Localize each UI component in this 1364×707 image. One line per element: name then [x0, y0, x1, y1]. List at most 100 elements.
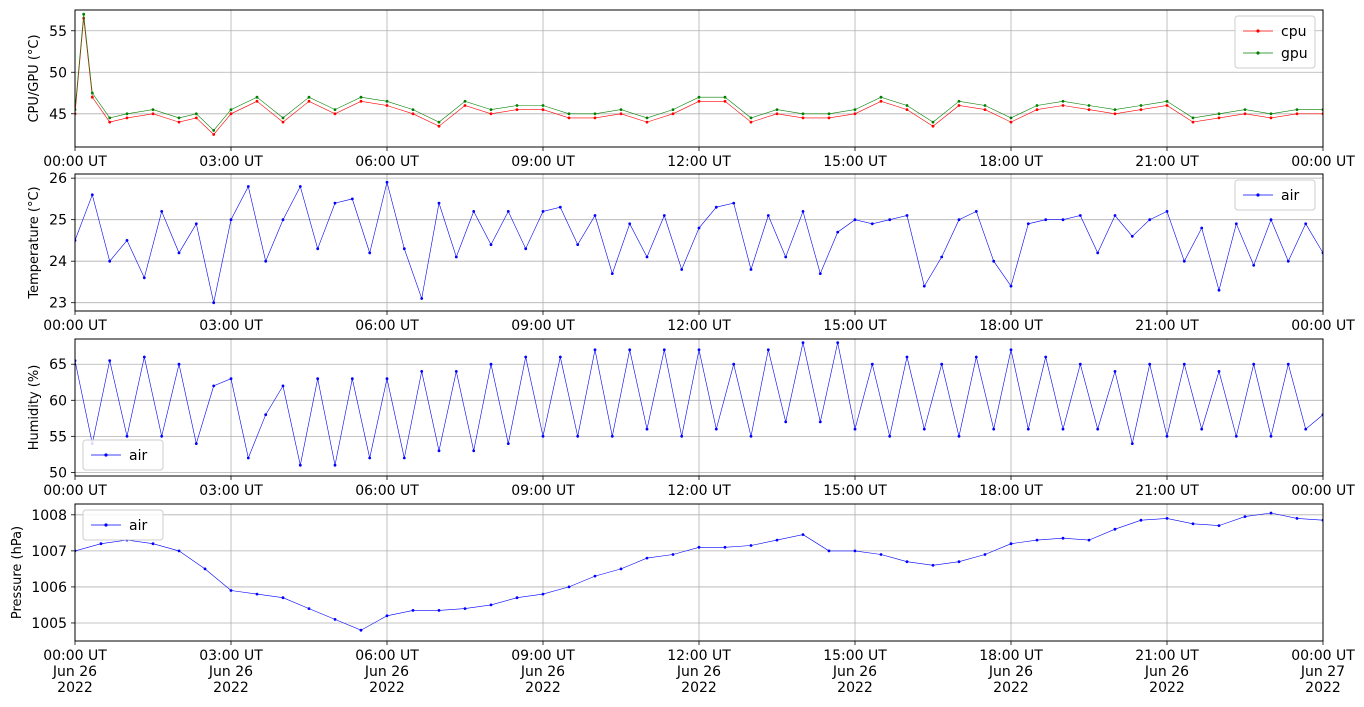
- x-tick-date: Jun 26: [1144, 664, 1189, 680]
- data-point: [151, 108, 155, 111]
- data-point: [359, 628, 363, 632]
- data-point: [827, 116, 831, 120]
- data-point: [1286, 362, 1290, 366]
- data-point: [1061, 218, 1065, 222]
- data-point: [888, 434, 892, 438]
- data-point: [558, 205, 562, 209]
- data-point: [177, 120, 181, 124]
- data-point: [541, 592, 545, 596]
- data-point: [1165, 104, 1169, 107]
- data-point: [645, 116, 649, 120]
- data-point: [1182, 259, 1186, 263]
- data-point: [1252, 362, 1256, 366]
- y-tick-label: 50: [49, 465, 67, 481]
- data-point: [1234, 434, 1238, 438]
- data-point: [974, 355, 978, 359]
- data-point: [489, 112, 493, 116]
- data-point: [983, 553, 987, 556]
- data-point: [1035, 538, 1039, 542]
- data-point: [697, 348, 701, 352]
- data-point: [1200, 226, 1204, 230]
- x-tick-date: Jun 27: [1300, 664, 1345, 680]
- data-point: [307, 607, 311, 610]
- x-tick-label: 18:00 UT: [979, 318, 1043, 334]
- x-tick-year: 2022: [213, 680, 249, 696]
- data-point: [723, 99, 727, 103]
- x-tick-label: 09:00 UT: [511, 483, 575, 499]
- data-point: [212, 133, 216, 136]
- data-point: [463, 104, 467, 107]
- x-tick-label: 00:00 UT: [43, 483, 107, 499]
- data-point: [671, 112, 675, 116]
- data-point: [870, 362, 874, 366]
- data-point: [567, 112, 571, 116]
- data-point: [108, 116, 112, 120]
- data-point: [316, 247, 320, 251]
- x-tick-label: 09:00 UT: [511, 318, 575, 334]
- data-point: [593, 116, 597, 120]
- data-point: [515, 596, 519, 600]
- data-point: [1113, 108, 1117, 111]
- data-point: [1200, 427, 1204, 431]
- data-point: [298, 185, 302, 188]
- x-tick-label: 00:00 UT: [43, 154, 107, 170]
- data-point: [992, 259, 996, 263]
- data-point: [749, 116, 753, 120]
- data-point: [645, 255, 649, 259]
- x-tick-label: 12:00 UT: [667, 648, 731, 664]
- data-point: [1269, 218, 1273, 222]
- y-axis-label: Temperature (°C): [27, 186, 42, 299]
- y-tick-label: 60: [49, 393, 67, 409]
- data-point: [593, 112, 597, 116]
- y-tick-label: 24: [49, 254, 67, 270]
- data-point: [680, 268, 684, 271]
- legend-marker: [104, 523, 108, 527]
- x-tick-year: 2022: [993, 680, 1029, 696]
- data-point: [1078, 362, 1082, 366]
- data-point: [922, 284, 926, 288]
- x-tick-label: 09:00 UT: [511, 648, 575, 664]
- data-point: [194, 222, 198, 226]
- x-tick-date: Jun 26: [208, 664, 253, 680]
- x-tick-date: Jun 26: [520, 664, 565, 680]
- legend-label: cpu: [1281, 24, 1306, 40]
- data-point: [732, 201, 736, 205]
- data-point: [524, 355, 528, 359]
- data-point: [645, 120, 649, 124]
- data-point: [801, 116, 805, 120]
- data-point: [697, 226, 701, 230]
- y-tick-label: 1008: [31, 508, 67, 524]
- legend-label: air: [129, 518, 147, 534]
- data-point: [801, 533, 805, 536]
- legend: air: [1234, 179, 1316, 211]
- data-point: [437, 124, 441, 128]
- x-tick-label: 12:00 UT: [667, 154, 731, 170]
- data-point: [333, 112, 337, 116]
- data-point: [905, 108, 909, 111]
- data-point: [645, 556, 649, 560]
- y-tick-label: 23: [49, 296, 67, 312]
- data-point: [489, 362, 493, 366]
- x-tick-year: 2022: [1305, 680, 1341, 696]
- x-tick-label: 12:00 UT: [667, 318, 731, 334]
- data-point: [853, 112, 857, 116]
- data-point: [151, 542, 155, 546]
- data-point: [749, 120, 753, 124]
- legend-frame: [1234, 15, 1316, 69]
- data-point: [853, 427, 857, 431]
- data-point: [593, 574, 597, 578]
- data-point: [1044, 218, 1048, 222]
- data-point: [385, 104, 389, 107]
- data-point: [368, 456, 372, 460]
- x-tick-label: 06:00 UT: [355, 154, 419, 170]
- data-point: [879, 95, 883, 99]
- data-point: [1087, 104, 1091, 107]
- x-tick-label: 03:00 UT: [199, 154, 263, 170]
- data-point: [454, 255, 458, 259]
- data-point: [957, 218, 961, 222]
- data-point: [229, 108, 233, 111]
- x-tick-date: Jun 26: [988, 664, 1033, 680]
- data-point: [359, 99, 363, 103]
- data-point: [619, 567, 623, 571]
